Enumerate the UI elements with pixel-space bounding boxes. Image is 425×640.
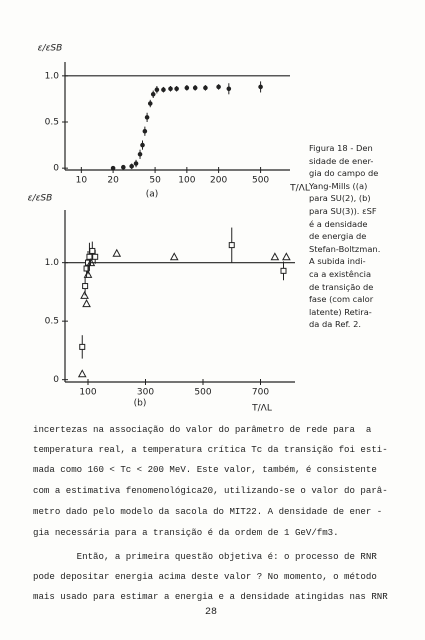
point <box>150 92 156 97</box>
point <box>192 85 198 91</box>
text-line: metro dado pelo modelo da sacola do MIT2… <box>33 506 383 517</box>
point <box>184 85 190 91</box>
figure: 0 0.5 1.0 10 20 50 100 200 500 ε/εSB T/ΛL (a) 0 0.5 1.… <box>28 44 310 414</box>
point <box>161 87 166 92</box>
y-tick-label: 0.5 <box>45 118 59 128</box>
text-line: com a estimativa fenomenológica20, utili… <box>33 485 388 496</box>
caption-line: Yang-Mills ((a) <box>309 180 368 191</box>
caption-line: para SU(3)). εSF <box>309 206 377 216</box>
caption-line: de energia de <box>309 231 367 242</box>
point <box>282 252 291 261</box>
y-tick-label: 1.0 <box>45 71 60 81</box>
point <box>270 252 280 261</box>
point <box>133 161 139 166</box>
y-tick-label: 0 <box>53 164 59 174</box>
y-axis-label: ε/εSB <box>28 194 53 204</box>
x-tick-label: 10 <box>76 176 88 186</box>
caption-line: de transição de <box>309 281 374 292</box>
x-tick-label: 100 <box>79 388 96 398</box>
point <box>228 242 235 249</box>
point <box>129 164 134 169</box>
x-axis-label: T/ΛL <box>289 184 310 194</box>
caption-line: gia do campo de <box>309 168 379 179</box>
point <box>169 252 179 261</box>
caption-line: ca a existência <box>309 269 372 279</box>
y-axis-label: ε/εSB <box>38 44 63 54</box>
caption-line: Figura 18 - Den <box>309 143 373 153</box>
point <box>140 142 145 148</box>
point <box>280 267 287 274</box>
point <box>144 115 150 120</box>
text-line: incertezas na associação do valor do par… <box>33 424 372 435</box>
text-line: mais usado para estimar a energia e a de… <box>33 591 388 602</box>
point <box>92 253 99 260</box>
caption-line: latente) Retira- <box>309 306 372 317</box>
caption-line: sidade de ener- <box>309 155 374 166</box>
x-tick-label: 20 <box>107 176 119 186</box>
caption-line: fase (com calor <box>309 294 374 305</box>
point <box>86 258 96 267</box>
point <box>258 84 263 90</box>
point <box>121 164 126 170</box>
point <box>203 85 208 91</box>
point <box>80 290 89 299</box>
x-tick-label: 300 <box>137 388 154 398</box>
point <box>137 152 143 157</box>
y-tick-label: 1.0 <box>45 258 60 268</box>
point <box>83 269 93 278</box>
caption-line: Stefan-Boltzman. <box>309 243 381 254</box>
y-tick-label: 0.5 <box>45 317 59 327</box>
point <box>89 247 96 254</box>
panel-label: (b) <box>134 399 147 409</box>
text-line: gia necessária para a transição é da ord… <box>33 527 339 538</box>
x-tick-label: 500 <box>194 388 211 398</box>
point <box>226 86 232 92</box>
x-tick-label: 500 <box>252 176 269 186</box>
y-tick-label: 0 <box>53 375 59 385</box>
text-line: Então, a primeira questão objetiva é: o … <box>33 551 377 562</box>
point <box>77 369 87 378</box>
point <box>174 86 179 92</box>
point <box>216 84 221 90</box>
point <box>142 128 148 134</box>
caption-line: é a densidade <box>309 218 368 229</box>
point <box>82 299 91 308</box>
panel-label: (a) <box>146 190 159 200</box>
point <box>82 283 89 290</box>
point <box>147 101 153 106</box>
text-line: temperatura real, a temperatura crítica … <box>33 444 388 455</box>
text-line: mada como 160 < Tc < 200 MeV. Este valor… <box>33 464 377 475</box>
x-tick-label: 50 <box>149 176 161 186</box>
point <box>79 343 86 350</box>
x-tick-label: 100 <box>178 176 195 186</box>
caption-line: A subida indi- <box>309 256 366 267</box>
x-tick-label: 200 <box>210 176 227 186</box>
point <box>86 253 93 260</box>
point <box>154 87 160 92</box>
x-tick-label: 700 <box>252 388 269 398</box>
caption-line: da da Ref. 2. <box>309 319 361 330</box>
point <box>110 165 116 171</box>
point <box>112 248 122 257</box>
caption-line: para SU(2), (b) <box>309 193 371 204</box>
point <box>168 86 173 92</box>
x-axis-label: T/ΛL <box>251 404 272 414</box>
text-line: pode depositar energia acima deste valor… <box>33 571 377 582</box>
page-number: 28 <box>205 607 218 618</box>
